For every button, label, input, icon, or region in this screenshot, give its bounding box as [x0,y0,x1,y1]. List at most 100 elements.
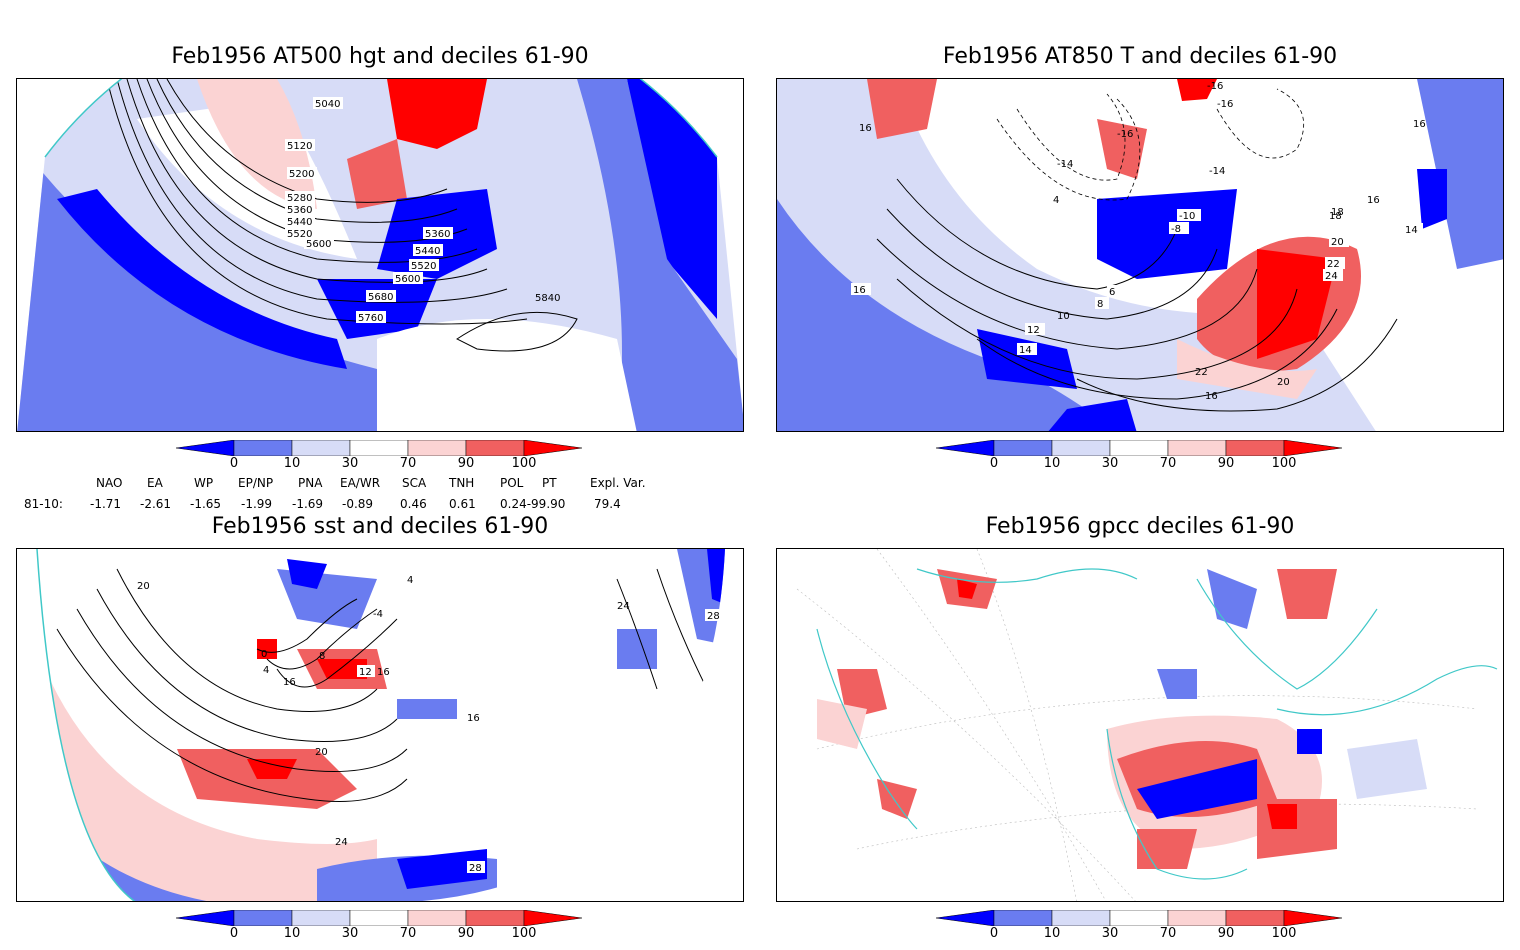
contour-label: 16 [377,667,390,678]
colorbar-hgt: 0 10 30 70 90 100 [176,440,586,480]
contour-label: 5120 [287,141,312,152]
map-panel-t850: -16 -16 -14 16 16 -14 -10 -8 6 8 10 12 1… [776,78,1504,432]
contour-label: 5600 [395,274,420,285]
colorbar-tick: 100 [1271,926,1297,941]
contour-label: 4 [263,665,269,676]
map-panel-hgt500: 5040 5120 5200 5280 5360 5440 5520 5600 … [16,78,744,432]
contour-label: 5760 [358,313,383,324]
contour-label: 5600 [306,239,331,250]
colorbar-tick: 100 [1271,456,1297,471]
panel-title-gpcc: Feb1956 gpcc deciles 61-90 [985,514,1295,539]
index-name: EA [147,476,163,490]
contour-label: 12 [359,667,372,678]
contour-label: 18 [1329,211,1342,222]
contour-label: 5280 [287,193,312,204]
contour-label: 18 [1331,207,1344,218]
index-value: -0.89 [342,497,374,511]
contour-label: 22 [1327,259,1340,270]
contour-label: 28 [469,863,482,874]
panel-title-t850: Feb1956 AT850 T and deciles 61-90 [942,44,1338,69]
contour-label: 4 [1053,195,1059,206]
contour-label: 5360 [425,229,450,240]
colorbar-tick: 90 [457,456,475,471]
contour-label: 8 [1097,299,1103,310]
index-value: -2.61 [140,497,172,511]
contour-label: 4 [407,575,413,586]
colorbar-tick: 10 [1043,926,1061,941]
map-panel-sst: 20 0 4 8 12 16 20 24 28 4 24 28 16 -4 16 [16,548,744,902]
contour-label: 10 [1057,311,1070,322]
contour-label: -8 [1171,224,1181,235]
index-name: TNH [449,476,475,490]
index-value: 79.4 [594,497,621,511]
colorbar-tick: 0 [989,926,999,941]
panel-title-sst: Feb1956 sst and deciles 61-90 [211,514,549,539]
colorbar-tick: 90 [1217,456,1235,471]
colorbar-tick: 30 [1101,456,1119,471]
contour-label: 20 [315,747,328,758]
contour-label: 5040 [315,99,340,110]
contour-label: 16 [853,285,866,296]
contour-label: 24 [335,837,348,848]
index-name: PT [542,476,557,490]
index-name: SCA [402,476,427,490]
contour-label: 20 [1331,237,1344,248]
colorbar-tick: 30 [341,926,359,941]
colorbar-tick: 10 [283,926,301,941]
contour-label: 16 [859,123,872,134]
index-name: Expl. Var. [590,476,646,490]
index-value: -1.69 [292,497,324,511]
contour-label: 16 [467,713,480,724]
contour-label: 24 [1325,271,1338,282]
contour-label: 5360 [287,205,312,216]
contour-label: 16 [1413,119,1426,130]
colorbar-tick: 100 [511,926,537,941]
index-value: 0.24-99.90 [500,497,566,511]
contour-label: 12 [1027,325,1040,336]
colorbar-tick: 30 [1101,926,1119,941]
colorbar-tick: 10 [283,456,301,471]
contour-label: 5840 [535,293,560,304]
colorbar-tick: 90 [457,926,475,941]
contour-label: 24 [617,601,630,612]
contour-label: 5680 [368,292,393,303]
index-value: -1.99 [241,497,273,511]
contour-label: 20 [1277,377,1290,388]
index-value: -1.65 [190,497,222,511]
map-panel-gpcc [776,548,1504,902]
colorbar-tick: 30 [341,456,359,471]
contour-label: -14 [1057,159,1073,170]
contour-label: -14 [1209,166,1225,177]
index-value: 0.61 [449,497,476,511]
contour-label: 14 [1019,345,1032,356]
contour-label: -16 [1117,129,1133,140]
contour-label: 16 [1205,391,1218,402]
contour-label: -4 [373,609,383,620]
colorbar-tick: 0 [229,926,239,941]
index-name: WP [194,476,214,490]
colorbar-tick: 70 [1159,926,1177,941]
colorbar-tick: 0 [229,456,239,471]
colorbar-gpcc: 0 10 30 70 90 100 [936,910,1346,950]
index-row-label: 81-10: [24,497,63,511]
contour-label: 5520 [287,229,312,240]
contour-label: -16 [1207,81,1223,92]
contour-label: 8 [319,651,325,662]
index-name: EP/NP [238,476,274,490]
index-name: NAO [96,476,123,490]
index-name: POL [500,476,524,490]
contour-label: -16 [1217,99,1233,110]
contour-label: 5440 [415,246,440,257]
contour-label: 22 [1195,367,1208,378]
contour-label: -10 [1179,211,1195,222]
colorbar-tick: 100 [511,456,537,471]
contour-label: 14 [1405,225,1418,236]
contour-label: 16 [1367,195,1380,206]
contour-label: 16 [283,677,296,688]
contour-label: 28 [707,611,720,622]
colorbar-t850: 0 10 30 70 90 100 [936,440,1346,480]
colorbar-tick: 0 [989,456,999,471]
colorbar-tick: 70 [399,926,417,941]
contour-label: 5200 [289,169,314,180]
contour-label: 5440 [287,217,312,228]
